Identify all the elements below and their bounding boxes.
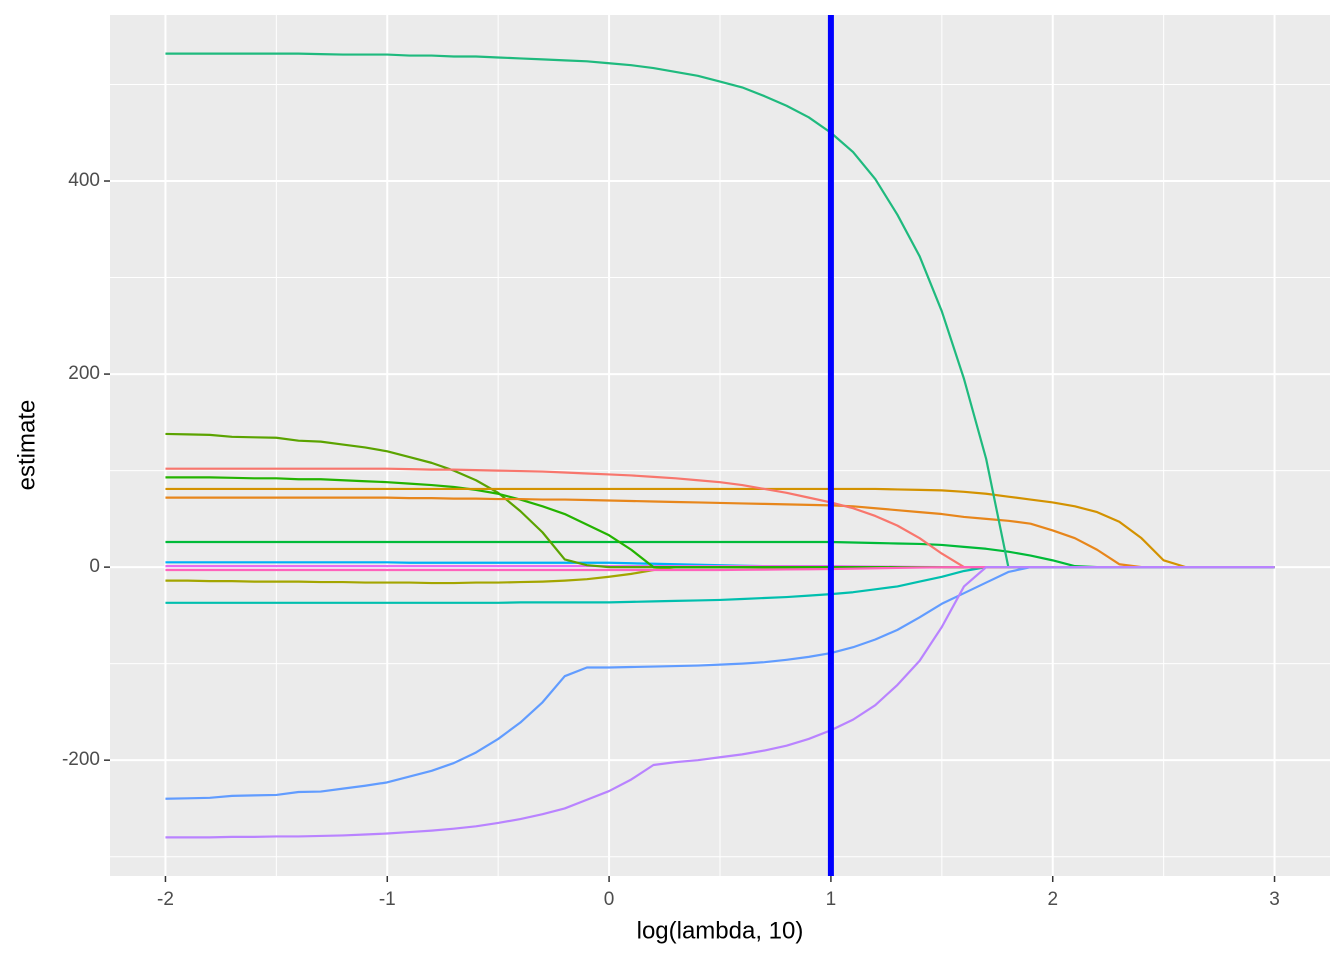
x-tick-label: 2: [1047, 889, 1058, 910]
x-tick-label: -2: [157, 889, 174, 910]
x-tick-label: 1: [826, 889, 837, 910]
y-tick-label: 0: [89, 556, 100, 577]
y-tick-label: 200: [68, 363, 100, 384]
x-tick-label: -1: [379, 889, 396, 910]
x-axis-title: log(lambda, 10): [637, 917, 804, 944]
series-line: [165, 566, 1275, 839]
y-axis-title: estimate: [13, 400, 40, 491]
series-line: [165, 496, 1275, 569]
x-tick-label: 0: [604, 889, 615, 910]
y-tick-label: 400: [68, 170, 100, 191]
y-tick-label: -200: [62, 749, 100, 770]
series-line: [165, 487, 1275, 569]
x-tick-label: 3: [1269, 889, 1280, 910]
